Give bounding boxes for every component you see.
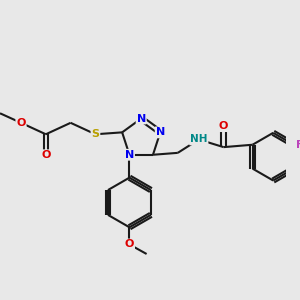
Text: S: S: [92, 129, 99, 139]
Text: N: N: [125, 150, 134, 160]
Text: O: O: [41, 150, 50, 160]
Text: O: O: [16, 118, 26, 128]
Text: N: N: [156, 128, 165, 137]
Text: O: O: [125, 239, 134, 249]
Text: O: O: [219, 121, 228, 131]
Text: NH: NH: [190, 134, 208, 145]
Text: N: N: [136, 113, 146, 124]
Text: F: F: [296, 140, 300, 150]
